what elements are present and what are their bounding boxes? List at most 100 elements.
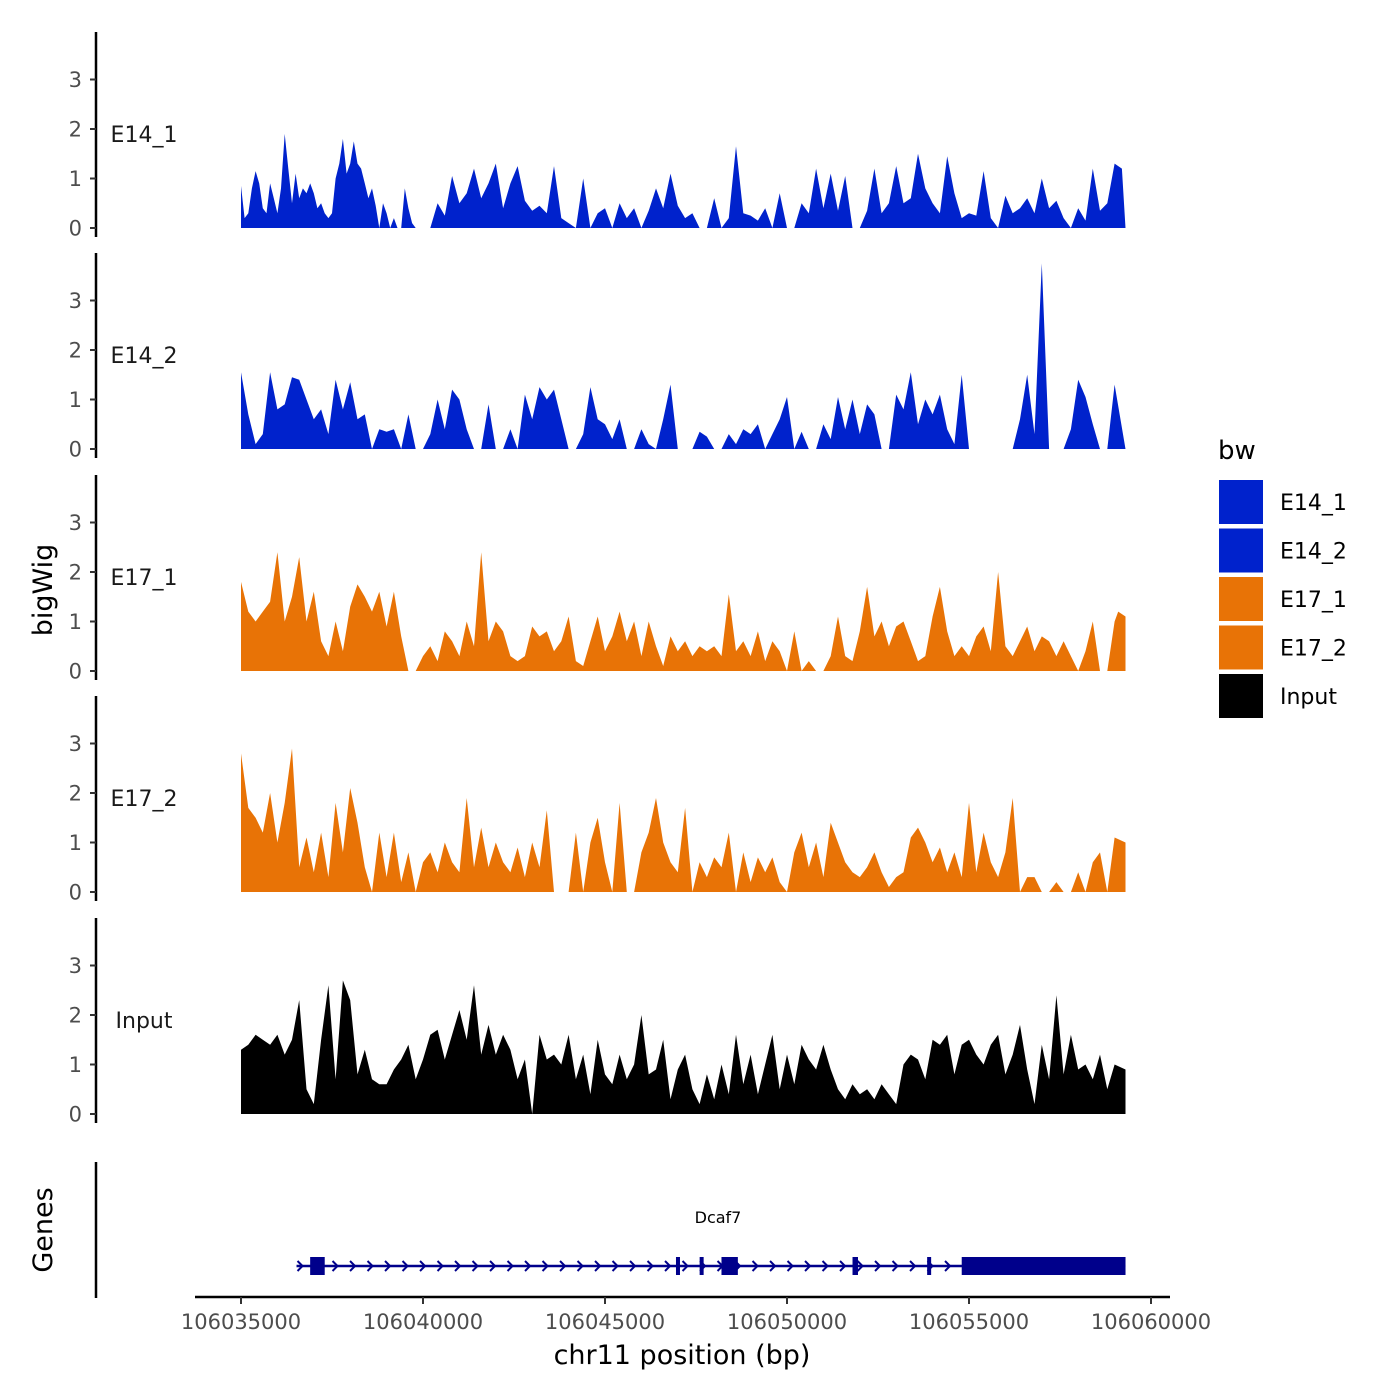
strand-chevron [611,1260,619,1272]
y-tick-label: 2 [69,561,82,585]
y-tick-label: 3 [69,289,82,313]
y-tick-label: 1 [69,388,82,412]
strand-chevron [296,1260,304,1272]
legend-title: bw [1218,436,1256,466]
strand-chevron [681,1260,689,1272]
strand-chevron [384,1260,392,1272]
strand-chevron [821,1260,829,1272]
legend-swatch-e14-2 [1219,528,1263,573]
y-tick-label: 1 [69,610,82,634]
legend-label-e14-2: E14_2 [1280,540,1347,565]
strand-chevron [804,1260,812,1272]
legend-label-e14-1: E14_1 [1280,491,1347,516]
legend-swatch-input [1219,674,1263,718]
y-tick-label: 1 [69,831,82,855]
y-tick-label: 3 [69,954,82,978]
x-axis-title: chr11 position (bp) [554,1340,811,1371]
strand-chevron [944,1260,952,1272]
gene-exon [927,1257,932,1275]
y-tick-label: 1 [69,167,82,191]
y-tick-label: 3 [69,68,82,92]
track-label: Input [116,1009,173,1034]
track-e17-2: 0 1 2 3 E17_2 [69,696,1126,905]
gene-exon [961,1257,1126,1275]
x-axis: 106035000 106040000 106045000 106050000 1060… [181,1295,1211,1371]
track-e14-1: 0 1 2 3 E14_1 [69,32,1126,241]
strand-chevron [349,1260,357,1272]
strand-chevron [524,1260,532,1272]
y-tick-label: 2 [69,339,82,363]
strand-chevron [506,1260,514,1272]
y-tick-label: 1 [69,1053,82,1077]
track-label: E17_2 [111,787,178,812]
y-tick-label: 0 [69,217,82,241]
x-tick-label: 106040000 [363,1310,483,1334]
coverage-area-e14-1 [241,133,1126,228]
strand-chevron [419,1260,427,1272]
y-tick-label: 0 [69,1103,82,1127]
track-e14-2: 0 1 2 3 E14_2 [69,253,1126,462]
y-tick-label: 2 [69,118,82,142]
gene-exon [310,1257,325,1275]
gene-panel-title: Genes [28,1187,59,1272]
legend-swatch-e17-1 [1219,577,1263,621]
x-tick-label: 106060000 [1091,1310,1211,1334]
y-axis-title: bigWig [28,544,59,637]
strand-chevron [559,1260,567,1272]
track-label: E14_1 [111,123,178,148]
strand-chevron [891,1260,899,1272]
strand-chevron [454,1260,462,1272]
track-e17-1: 0 1 2 3 E17_1 [69,475,1126,684]
track-label: E17_1 [111,566,178,591]
x-tick-label: 106045000 [545,1310,665,1334]
gene-model-dcaf7 [296,1257,1126,1275]
strand-chevron [629,1260,637,1272]
strand-chevron [646,1260,654,1272]
legend-label-e17-1: E17_1 [1280,588,1347,613]
strand-chevron [664,1260,672,1272]
coverage-area-e14-2 [241,263,1126,449]
y-tick-label: 3 [69,732,82,756]
gene-exon [675,1257,680,1275]
strand-chevron [489,1260,497,1272]
strand-chevron [331,1260,339,1272]
gene-exon [852,1257,858,1275]
strand-chevron [541,1260,549,1272]
strand-chevron [436,1260,444,1272]
strand-chevron [839,1260,847,1272]
y-tick-label: 2 [69,782,82,806]
coverage-tracks: 0 1 2 3 E14_1 0 1 2 3 E14_2 0 1 2 3 E17_1 0 1 2 3 E17_2 0 1 2 3… [69,32,1126,1127]
legend-swatch-e17-2 [1219,625,1263,670]
coverage-area-e17-2 [241,748,1126,892]
x-tick-label: 106035000 [181,1310,301,1334]
strand-chevron [909,1260,917,1272]
y-tick-label: 3 [69,511,82,535]
track-label: E14_2 [111,344,178,369]
x-tick-label: 106050000 [727,1310,847,1334]
legend-label-input: Input [1280,685,1337,710]
strand-chevron [874,1260,882,1272]
legend: bw E14_1 E14_2 E17_1 E17_2 Input [1218,436,1347,718]
strand-chevron [401,1260,409,1272]
gene-name-label: Dcaf7 [695,1208,742,1227]
y-tick-label: 0 [69,660,82,684]
y-tick-label: 0 [69,438,82,462]
legend-swatch-e14-1 [1219,480,1263,524]
coverage-area-input [241,980,1126,1114]
strand-chevron [471,1260,479,1272]
legend-label-e17-2: E17_2 [1280,637,1347,662]
x-axis-ticks: 106035000 106040000 106045000 106050000 1060… [181,1297,1211,1334]
legend-items: E14_1 E14_2 E17_1 E17_2 Input [1219,480,1347,718]
gene-exon [721,1257,738,1275]
x-tick-label: 106055000 [909,1310,1029,1334]
track-input: 0 1 2 3 Input [69,918,1126,1127]
strand-chevron [576,1260,584,1272]
y-tick-label: 0 [69,881,82,905]
gene-panel: Genes Dcaf7 [28,1162,1126,1298]
strand-chevron [594,1260,602,1272]
strand-chevron [856,1260,864,1272]
strand-chevron [769,1260,777,1272]
gene-exon [699,1257,704,1275]
